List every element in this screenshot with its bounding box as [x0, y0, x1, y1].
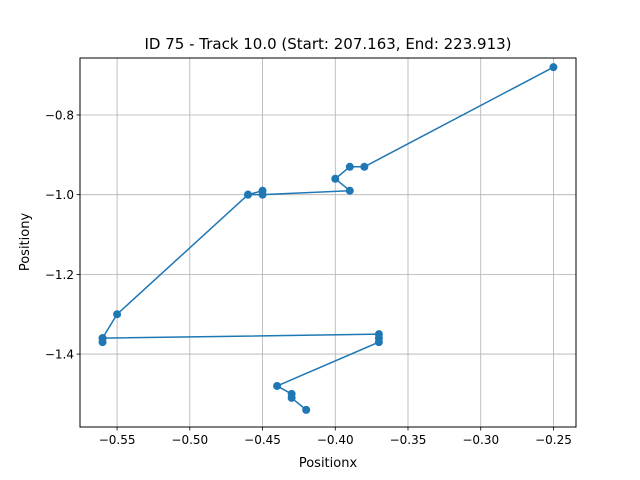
data-series [98, 63, 558, 414]
data-point [345, 162, 354, 171]
series-line [101, 66, 554, 411]
x-axis-label: Positionx [299, 456, 358, 471]
x-tick-label: −0.40 [317, 433, 354, 447]
x-tick-label: −0.35 [390, 433, 427, 447]
x-axis-ticks: −0.55 −0.50 −0.45 −0.40 −0.35 −0.30 −0.25 [99, 427, 572, 447]
plot-frame [79, 57, 577, 428]
x-tick-label: −0.55 [99, 433, 136, 447]
grid [80, 58, 576, 427]
data-point [302, 405, 311, 414]
data-point [244, 190, 252, 199]
y-tick-label: −1.0 [45, 188, 74, 202]
chart-title: ID 75 - Track 10.0 (Start: 207.163, End:… [144, 35, 511, 53]
data-point [345, 186, 354, 195]
data-point [113, 310, 122, 319]
data-point [331, 174, 340, 183]
data-point [98, 334, 107, 343]
data-point [258, 186, 267, 195]
data-point [287, 393, 296, 402]
x-tick-label: −0.50 [171, 433, 208, 447]
data-point [360, 162, 369, 171]
y-tick-label: −1.2 [45, 268, 74, 282]
y-tick-label: −1.4 [45, 348, 74, 362]
x-tick-label: −0.45 [244, 433, 281, 447]
x-tick-label: −0.30 [462, 433, 499, 447]
data-point [374, 338, 383, 347]
y-axis-label: Positiony [18, 213, 33, 272]
x-tick-label: −0.25 [535, 433, 572, 447]
y-tick-label: −0.8 [45, 108, 74, 122]
data-point [549, 63, 558, 72]
data-point [273, 381, 282, 390]
y-axis-ticks: −0.8 −1.0 −1.2 −1.4 [45, 108, 80, 362]
